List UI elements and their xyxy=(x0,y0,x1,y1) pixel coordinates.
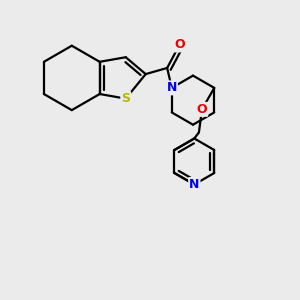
Text: N: N xyxy=(167,81,177,94)
Text: O: O xyxy=(197,103,207,116)
Text: O: O xyxy=(174,38,185,52)
Text: N: N xyxy=(189,178,200,191)
Text: S: S xyxy=(121,92,130,105)
